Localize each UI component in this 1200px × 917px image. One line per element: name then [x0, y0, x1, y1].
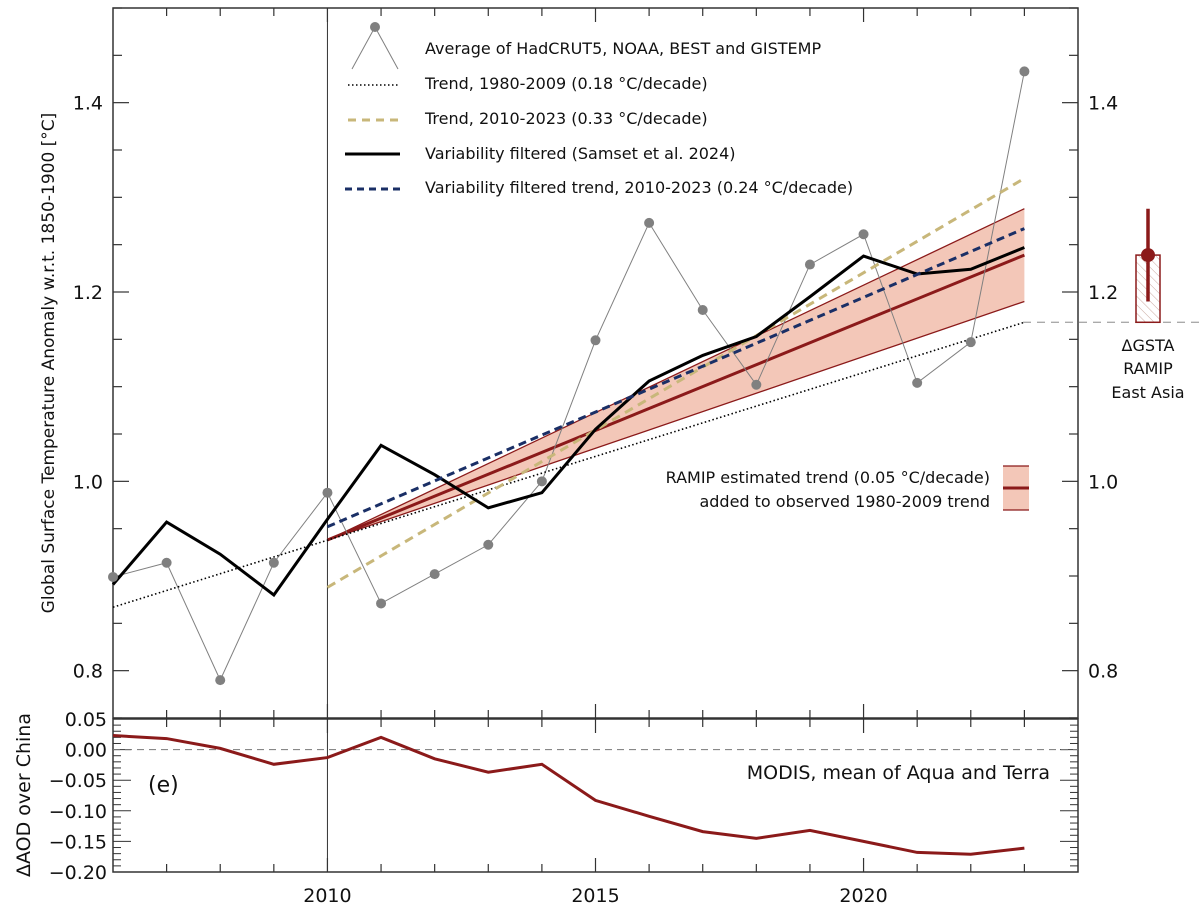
aod-y-tick-label: −0.20 [49, 862, 107, 884]
aod-y-tick-label: 0.05 [65, 709, 107, 731]
obs-point [268, 557, 279, 568]
ramip-label-1: RAMIP estimated trend (0.05 °C/decade) [666, 468, 990, 487]
legend-label-trend-early: Trend, 1980-2009 (0.18 °C/decade) [424, 74, 708, 93]
legend-symbol-obs [374, 26, 399, 70]
obs-point [161, 557, 172, 568]
y-tick-label-right: 1.0 [1088, 471, 1118, 493]
obs-point [1019, 66, 1030, 77]
legend-label-filtered-trend: Variability filtered trend, 2010-2023 (0… [425, 178, 853, 197]
obs-point [697, 304, 708, 315]
obs-point [751, 379, 762, 390]
y-tick-label-left: 0.8 [73, 661, 103, 683]
obs-point [215, 675, 226, 686]
gsta-label-2: RAMIP [1123, 359, 1173, 378]
gsta-point [1141, 248, 1155, 263]
legend: Average of HadCRUT5, NOAA, BEST and GIST… [424, 39, 853, 197]
x-tick-label: 2020 [839, 885, 887, 907]
main-ylabel: Global Surface Temperature Anomaly w.r.t… [39, 113, 59, 614]
obs-point [804, 259, 815, 270]
ramip-center [326, 253, 1025, 542]
legend-symbol-obs-marker [370, 22, 380, 32]
obs-point [644, 217, 655, 228]
y-tick-label-right: 1.2 [1088, 282, 1118, 304]
gsta-label-3: East Asia [1111, 383, 1184, 402]
ramip-lower [327, 300, 1025, 541]
aod-y-tick-label: −0.15 [49, 831, 107, 853]
aod-y-tick-label: 0.00 [65, 740, 107, 762]
legend-symbol-obs [351, 26, 376, 70]
x-tick-label: 2010 [303, 885, 351, 907]
aod-annotation: MODIS, mean of Aqua and Terra [747, 762, 1050, 784]
filtered-line [111, 246, 1025, 598]
legend-label-filtered: Variability filtered (Samset et al. 2024… [425, 144, 736, 163]
aod-frame [112, 718, 1079, 873]
ramip-label-2: added to observed 1980-2009 trend [699, 492, 990, 511]
obs-point [858, 229, 869, 240]
y-tick-label-left: 1.0 [73, 471, 103, 493]
y-tick-label-right: 1.4 [1088, 93, 1118, 115]
y-tick-label-right: 0.8 [1088, 661, 1118, 683]
aod-ylabel: ΔAOD over China [13, 713, 35, 877]
y-tick-label-left: 1.2 [73, 282, 103, 304]
aod-y-tick-label: −0.10 [49, 801, 107, 823]
panel-label: (e) [148, 773, 179, 798]
obs-point [322, 487, 333, 498]
obs-point [590, 335, 601, 346]
obs-point [483, 539, 494, 550]
obs-point [912, 377, 923, 388]
gsta-label-1: ΔGSTA [1122, 336, 1175, 355]
obs-point [376, 598, 387, 609]
aod-panel: 2010 2015 2020 0.05 0.00 −0.05 −0.10 −0.15 −0.20 [49, 709, 1079, 907]
obs-point [429, 569, 440, 580]
obs-point [965, 337, 976, 348]
legend-label-obs: Average of HadCRUT5, NOAA, BEST and GIST… [425, 39, 821, 58]
main-panel: 0.8 0.8 1.0 1.0 1.2 1.2 1.4 1.4 [73, 7, 1200, 872]
obs-point [536, 476, 547, 487]
aod-line [112, 734, 1025, 856]
y-tick-label-left: 1.4 [73, 93, 103, 115]
obs-point [108, 571, 118, 582]
trend-1980-2009 [112, 321, 1025, 609]
x-tick-label: 2015 [571, 885, 619, 907]
legend-label-trend-late: Trend, 2010-2023 (0.33 °C/decade) [424, 109, 708, 128]
filtered-trend [326, 227, 1025, 529]
aod-y-tick-label: −0.05 [49, 770, 107, 792]
ramip-upper [327, 208, 1025, 541]
